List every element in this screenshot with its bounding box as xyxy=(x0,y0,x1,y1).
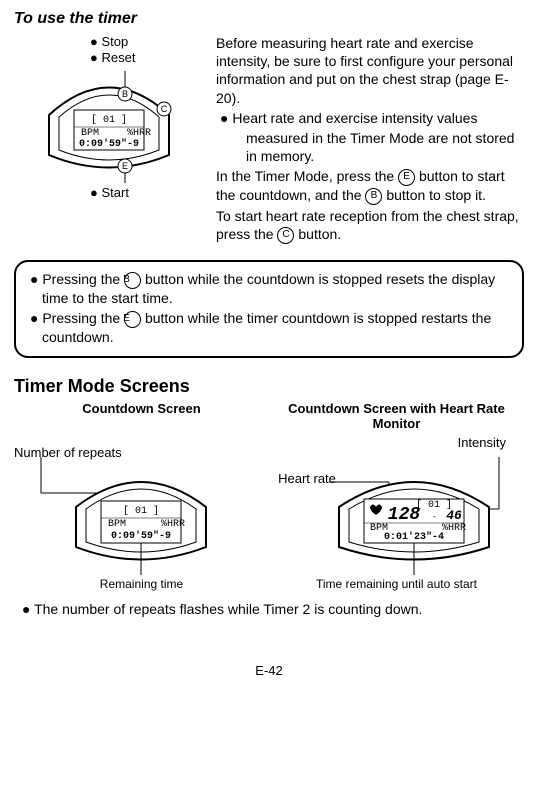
diagram-area: [ 01 ] BPM %HRR 0:09'59"-9 Remaining tim… xyxy=(14,457,524,591)
callout-intensity: Intensity xyxy=(458,435,506,450)
svg-text:%HRR: %HRR xyxy=(442,523,466,534)
note-box: ● Pressing the B button while the countd… xyxy=(14,260,524,358)
screen-titles-row: Countdown Screen Countdown Screen with H… xyxy=(14,401,524,431)
bullet-icon: ● xyxy=(90,50,98,65)
callout-heart-rate: Heart rate xyxy=(278,471,336,486)
svg-text:%HRR: %HRR xyxy=(161,519,185,530)
text: button. xyxy=(294,226,341,242)
lcd-time: 0:09'59"-9 xyxy=(79,138,139,150)
button-c-label: C xyxy=(161,104,168,114)
section-title: To use the timer xyxy=(14,10,524,28)
callout-time-until-auto: Time remaining until auto start xyxy=(274,577,519,591)
paragraph: Before measuring heart rate and exercise… xyxy=(216,34,524,107)
bullet-continuation: measured in the Timer Mode are not store… xyxy=(216,129,524,165)
note-line: ● Pressing the E button while the timer … xyxy=(28,309,510,346)
bullet-icon: ● xyxy=(90,34,98,49)
lcd-heart-rate: 128 xyxy=(388,505,421,525)
lcd-top: [ 01 ] xyxy=(91,114,127,126)
button-b-label: B xyxy=(122,89,128,99)
screen-title-left: Countdown Screen xyxy=(19,401,264,431)
stop-label: Stop xyxy=(101,34,128,49)
svg-text:BPM: BPM xyxy=(108,519,126,530)
screen-title-right: Countdown Screen with Heart Rate Monitor xyxy=(274,401,519,431)
intro-text: Before measuring heart rate and exercise… xyxy=(216,34,524,246)
button-b-icon: B xyxy=(124,272,141,289)
text: ● Pressing the xyxy=(30,271,124,287)
lcd-time2: 0:01'23"-4 xyxy=(384,531,444,543)
text: In the Timer Mode, press the xyxy=(216,168,398,184)
lcd-intensity: 46 xyxy=(446,508,462,523)
button-e-icon: E xyxy=(124,311,141,328)
lcd-pct: %HRR xyxy=(127,128,151,139)
text: To start heart rate reception from the c… xyxy=(216,208,519,242)
button-e-label: E xyxy=(122,161,128,171)
start-label: Start xyxy=(101,185,128,200)
paragraph: To start heart rate reception from the c… xyxy=(216,207,524,244)
lcd-top: [ 01 ] xyxy=(123,505,159,517)
note-line: ● Pressing the B button while the countd… xyxy=(28,270,510,307)
watch-diagram-icon: [ 01 ] BPM %HRR 0:09'59"-9 B C E xyxy=(29,65,189,185)
bullet-icon: ● xyxy=(90,185,98,200)
diagram-column: ● Stop ● Reset [ 01 ] BPM %HRR 0:09'59"-… xyxy=(14,34,204,246)
footer-bullet: ● The number of repeats flashes while Ti… xyxy=(14,601,524,617)
button-c-icon: C xyxy=(277,227,294,244)
lcd-bpm: BPM xyxy=(81,128,99,139)
countdown-hr-diagram: Heart rate [ 01 ] 128 - 46 BPM %HRR 0:01… xyxy=(274,457,519,591)
countdown-diagram: [ 01 ] BPM %HRR 0:09'59"-9 Remaining tim… xyxy=(19,457,264,591)
button-b-icon: B xyxy=(365,188,382,205)
top-row: ● Stop ● Reset [ 01 ] BPM %HRR 0:09'59"-… xyxy=(14,34,524,246)
section-heading: Timer Mode Screens xyxy=(14,376,524,397)
reset-label: Reset xyxy=(101,50,135,65)
page-number: E-42 xyxy=(14,663,524,678)
text: ● Pressing the xyxy=(30,310,124,326)
paragraph: In the Timer Mode, press the E button to… xyxy=(216,167,524,205)
text: button to stop it. xyxy=(382,187,486,203)
lcd-time: 0:09'59"-9 xyxy=(111,530,171,542)
bullet-line: ● Heart rate and exercise intensity valu… xyxy=(216,109,524,127)
callout-remaining-time: Remaining time xyxy=(19,577,264,591)
svg-text:-: - xyxy=(432,513,437,522)
button-e-icon: E xyxy=(398,169,415,186)
